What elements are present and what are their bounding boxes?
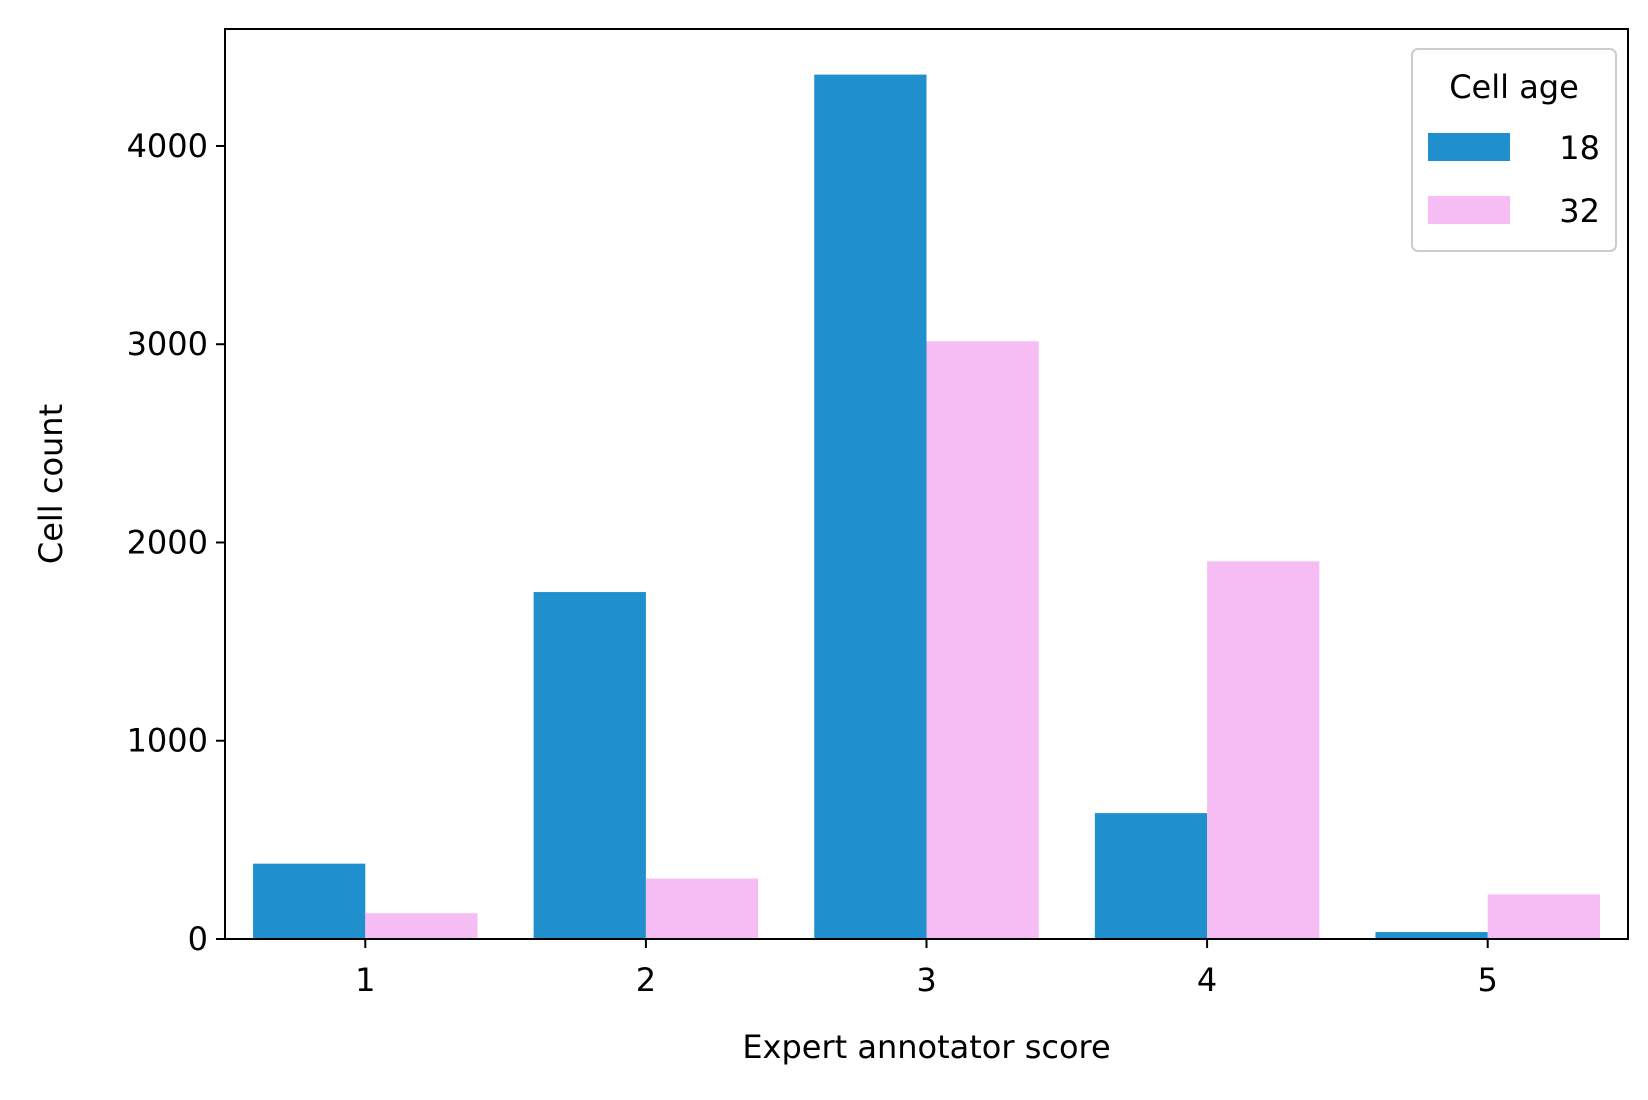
y-tick-label: 4000 [127, 127, 208, 165]
bar-series-32-score-5 [1487, 894, 1600, 939]
bar-series-18-score-5 [1375, 932, 1488, 939]
plot-frame [224, 28, 1629, 940]
x-tick-label: 1 [355, 961, 375, 999]
legend-label-32: 32 [1559, 192, 1600, 230]
legend-label-18: 18 [1559, 129, 1600, 167]
y-tick-label: 2000 [127, 523, 208, 561]
bar-series-18-score-3 [814, 74, 927, 940]
bar-series-32-score-2 [645, 878, 759, 939]
bars-layer [253, 74, 1600, 940]
x-axis: 1 2 3 4 5 [355, 939, 1498, 999]
x-tick-label: 5 [1478, 961, 1498, 999]
bar-series-32-score-1 [365, 913, 478, 939]
x-tick-label: 3 [916, 961, 936, 999]
bar-series-32-score-4 [1207, 561, 1320, 939]
y-axis-label: Cell count [32, 404, 70, 564]
x-tick-label: 2 [636, 961, 656, 999]
x-tick-label: 4 [1197, 961, 1217, 999]
x-axis-label: Expert annotator score [742, 1028, 1110, 1066]
bar-series-18-score-2 [533, 592, 646, 939]
bar-series-18-score-4 [1094, 813, 1208, 939]
legend-swatch-32 [1428, 196, 1510, 224]
bar-series-32-score-3 [926, 341, 1039, 940]
legend-title: Cell age [1449, 68, 1579, 106]
y-tick-label: 3000 [127, 325, 208, 363]
y-tick-label: 0 [188, 920, 208, 958]
y-tick-label: 1000 [127, 722, 208, 760]
legend-swatch-18 [1428, 133, 1510, 161]
y-axis: 0 1000 2000 3000 4000 [127, 127, 225, 958]
bar-series-18-score-1 [253, 863, 366, 939]
